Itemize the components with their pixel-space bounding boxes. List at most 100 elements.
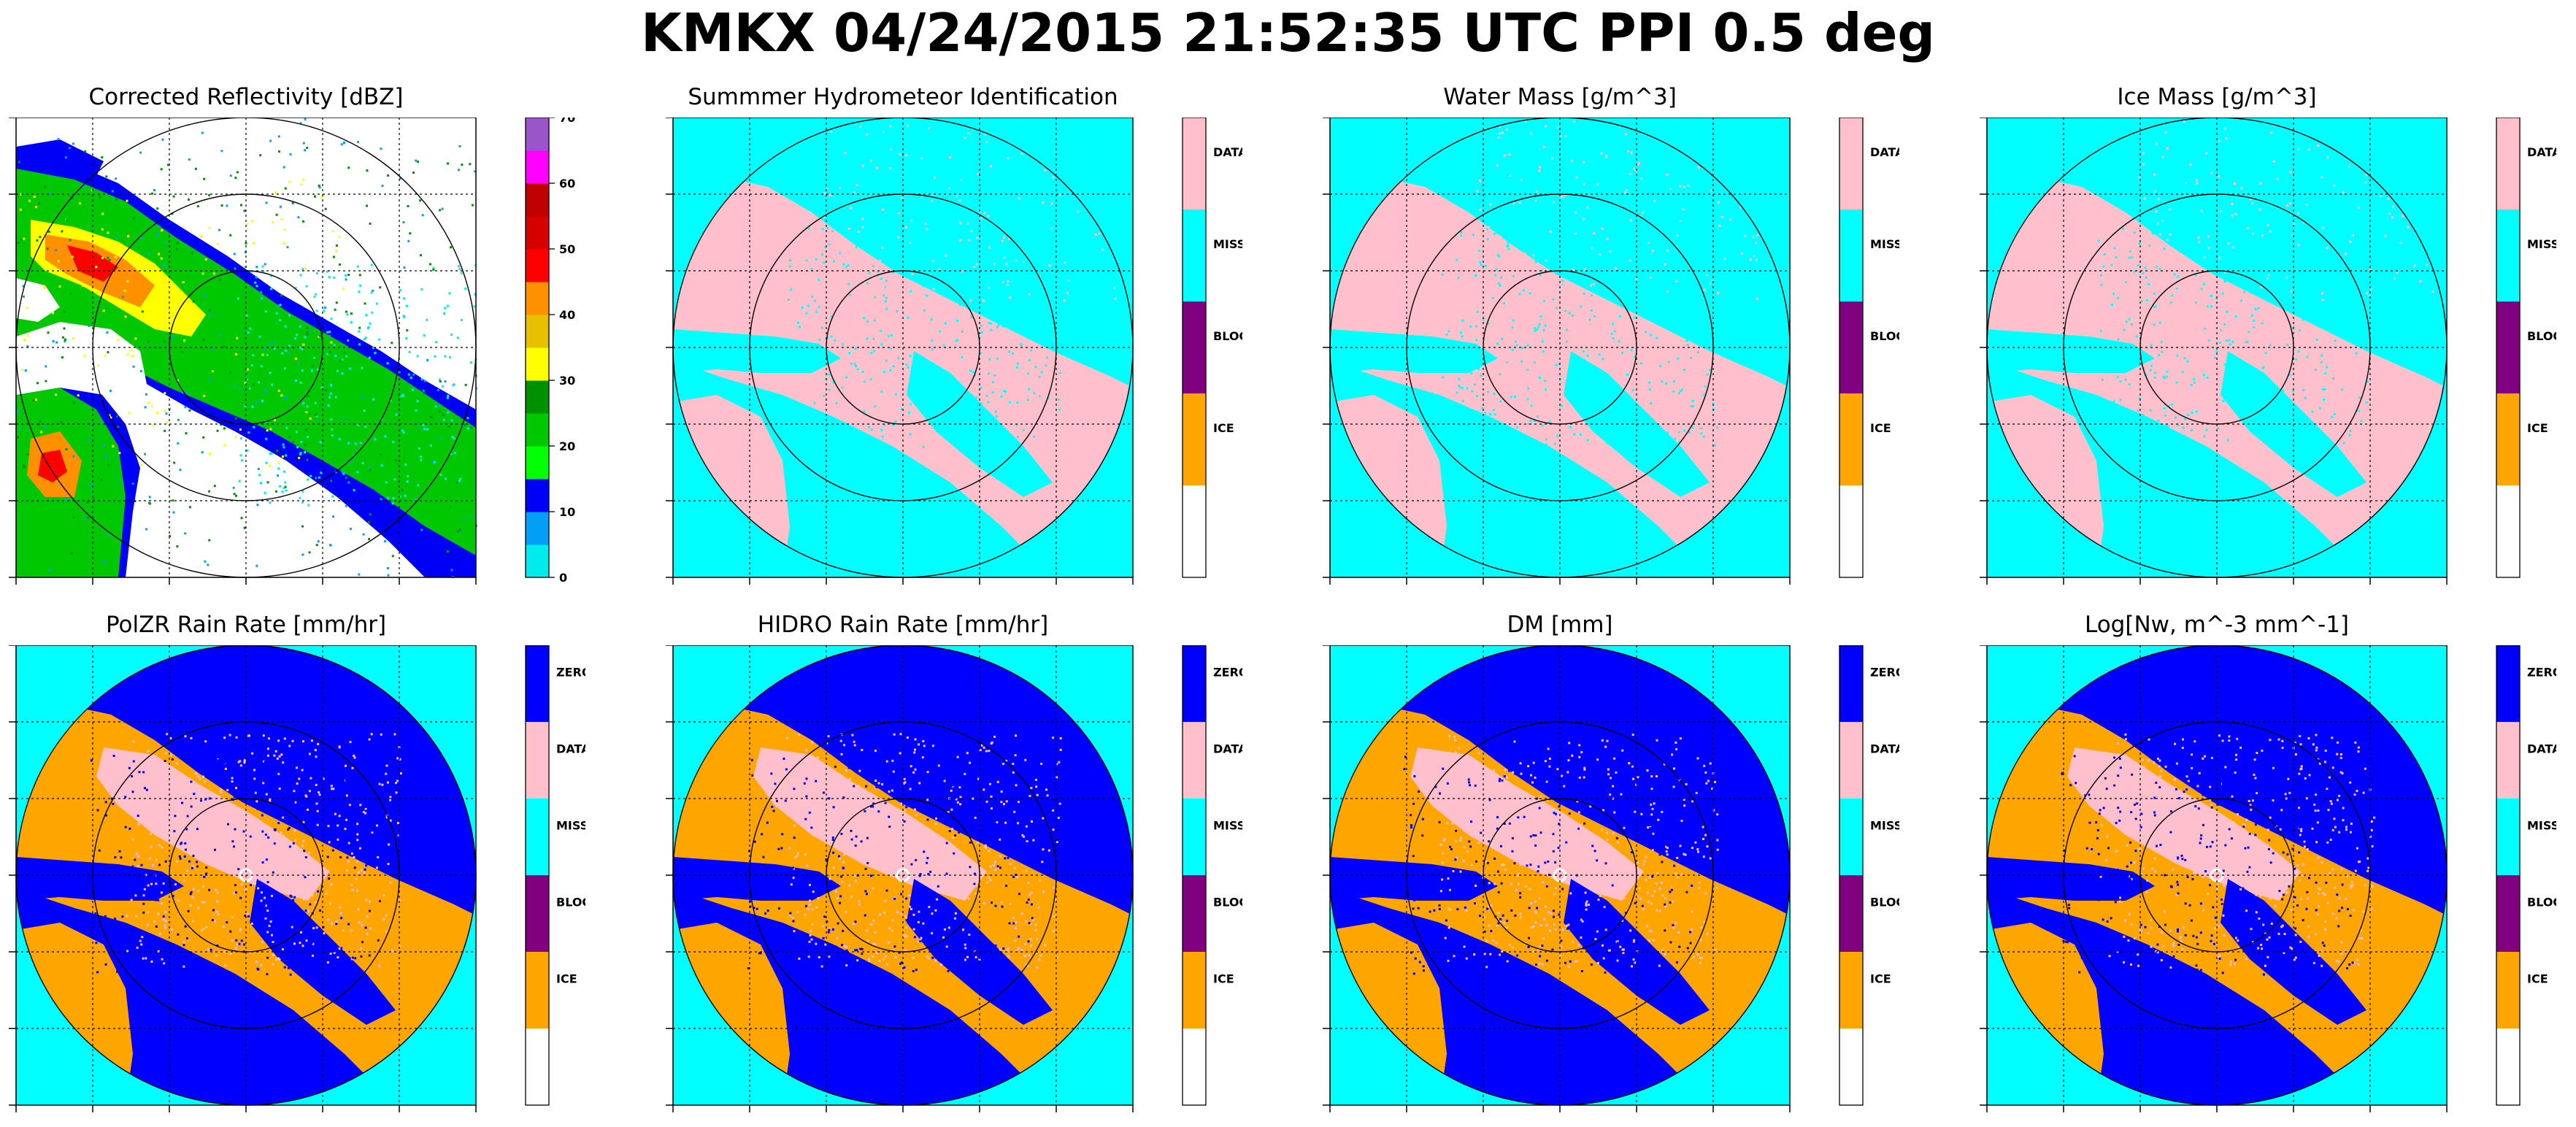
radar-plot: ZERO DATA MISSING BLOCK ICE — [658, 645, 1242, 1127]
colorbar-tick-label: 60 — [559, 177, 575, 191]
colorbar-swatch — [526, 150, 549, 184]
colorbar-category-label: MISSING — [2527, 819, 2556, 833]
colorbar: ZERODATAMISSINGBLOCKICE — [1839, 645, 1899, 1106]
colorbar-tick-label: 20 — [559, 439, 575, 453]
panel-title: DM [mm] — [1330, 612, 1790, 638]
colorbar-category-label: DATA — [1870, 742, 1899, 756]
panel-title: Ice Mass [g/m^3] — [1987, 84, 2447, 110]
colorbar-swatch — [1183, 645, 1206, 723]
radar-plot: DATAMISSINGBLOCKICE — [1315, 118, 1899, 599]
colorbar-swatch — [1183, 485, 1206, 578]
colorbar-swatch — [1183, 393, 1206, 486]
colorbar-category-label: MISSING — [1213, 819, 1242, 833]
colorbar-category-label: DATA — [1870, 145, 1899, 159]
colorbar-swatch — [526, 183, 549, 217]
colorbar-tick-label: 10 — [559, 505, 575, 519]
colorbar-category-label: BLOCK — [556, 896, 585, 909]
radar-plot: ZERODATAMISSINGBLOCKICE — [1, 645, 585, 1127]
colorbar-swatch — [526, 216, 549, 250]
colorbar-swatch — [526, 952, 549, 1029]
colorbar-swatch — [526, 722, 549, 799]
colorbar-swatch — [526, 1028, 549, 1106]
colorbar-category-label: ICE — [1870, 421, 1891, 435]
colorbar: DATA MISSING BLOCK ICE — [2496, 118, 2556, 578]
colorbar-swatch — [2496, 301, 2520, 394]
radar-plot: DATA MISSING BLOCK ICE — [658, 118, 1242, 599]
colorbar-swatch — [2496, 393, 2520, 486]
colorbar-category-label: ZERO — [1870, 666, 1899, 680]
colorbar-category-label: MISSING — [556, 819, 585, 833]
panel-title: HIDRO Rain Rate [mm/hr] — [673, 612, 1133, 638]
colorbar-swatch — [2496, 118, 2520, 210]
colorbar-swatch — [1839, 875, 1863, 953]
colorbar-tick-label: 30 — [559, 374, 575, 388]
colorbar-swatch — [526, 875, 549, 953]
colorbar-swatch — [1839, 1028, 1863, 1106]
colorbar-swatch — [526, 545, 549, 578]
colorbar-swatch — [1839, 485, 1863, 578]
colorbar-swatch — [1839, 722, 1863, 799]
colorbar-swatch — [2496, 1028, 2520, 1106]
colorbar-swatch — [2496, 485, 2520, 578]
figure-title: KMKX 04/24/2015 21:52:35 UTC PPI 0.5 deg — [0, 0, 2576, 66]
colorbar: ZERO DATA MISSING BLOCK ICE — [1183, 645, 1242, 1106]
colorbar-category-label: ZERO — [1213, 666, 1242, 680]
colorbar-swatch — [1839, 799, 1863, 876]
colorbar-swatch — [1839, 118, 1863, 210]
colorbar-swatch — [526, 512, 549, 545]
colorbar-swatch — [526, 380, 549, 414]
panel-title: PolZR Rain Rate [mm/hr] — [16, 612, 476, 638]
colorbar: DATA MISSING BLOCK ICE — [1183, 118, 1242, 578]
colorbar-swatch — [2496, 952, 2520, 1029]
colorbar-category-label: MISSING — [1213, 237, 1242, 251]
colorbar-category-label: ICE — [2527, 972, 2548, 986]
colorbar-swatch — [2496, 799, 2520, 876]
colorbar-swatch — [526, 413, 549, 447]
colorbar-swatch — [526, 249, 549, 282]
colorbar-tick-label: 0 — [559, 571, 567, 585]
colorbar-swatch — [1183, 1028, 1206, 1106]
colorbar-category-label: MISSING — [2527, 237, 2556, 251]
colorbar-category-label: ZERO — [556, 666, 585, 680]
colorbar-category-label: ICE — [2527, 421, 2548, 435]
colorbar-category-label: MISSING — [1870, 237, 1899, 251]
colorbar-swatch — [2496, 722, 2520, 799]
colorbar-swatch — [1183, 722, 1206, 799]
panel-title: Water Mass [g/m^3] — [1330, 84, 1790, 110]
colorbar-swatch — [1183, 799, 1206, 876]
colorbar-swatch — [1183, 118, 1206, 210]
radar-plot: ZERO DATA MISSING BLOCK ICE — [1972, 645, 2556, 1127]
colorbar: ZERO DATA MISSING BLOCK ICE — [2496, 645, 2556, 1106]
colorbar: ZERODATAMISSINGBLOCKICE — [526, 645, 585, 1106]
colorbar-swatch — [1839, 952, 1863, 1029]
colorbar-swatch — [526, 799, 549, 876]
colorbar-swatch — [526, 118, 549, 151]
colorbar-category-label: DATA — [1213, 742, 1242, 756]
radar-plot: 010203040506070Zh [dBZ] — [1, 118, 585, 599]
colorbar-category-label: ZERO — [2527, 666, 2556, 680]
colorbar-tick-label: 70 — [559, 118, 575, 125]
colorbar-category-label: BLOCK — [1213, 329, 1242, 343]
colorbar-swatch — [526, 479, 549, 512]
colorbar-swatch — [1183, 875, 1206, 953]
colorbar-category-label: DATA — [2527, 145, 2556, 159]
colorbar-category-label: ICE — [1213, 421, 1234, 435]
colorbar-tick-label: 50 — [559, 242, 575, 256]
colorbar-swatch — [1183, 952, 1206, 1029]
colorbar-swatch — [1183, 301, 1206, 394]
radar-plot: DATA MISSING BLOCK ICE — [1972, 118, 2556, 599]
colorbar-category-label: BLOCK — [1870, 896, 1899, 909]
colorbar-swatch — [1839, 301, 1863, 394]
colorbar: 010203040506070Zh [dBZ] — [526, 118, 585, 585]
colorbar-category-label: ICE — [1870, 972, 1891, 986]
colorbar-category-label: DATA — [2527, 742, 2556, 756]
colorbar-category-label: BLOCK — [2527, 896, 2556, 909]
colorbar-swatch — [2496, 645, 2520, 723]
colorbar-swatch — [526, 645, 549, 723]
colorbar-category-label: ICE — [1213, 972, 1234, 986]
colorbar-swatch — [2496, 209, 2520, 302]
colorbar-category-label: BLOCK — [2527, 329, 2556, 343]
colorbar-category-label: BLOCK — [1213, 896, 1242, 909]
colorbar-category-label: DATA — [1213, 145, 1242, 159]
colorbar: DATAMISSINGBLOCKICE — [1839, 118, 1899, 578]
